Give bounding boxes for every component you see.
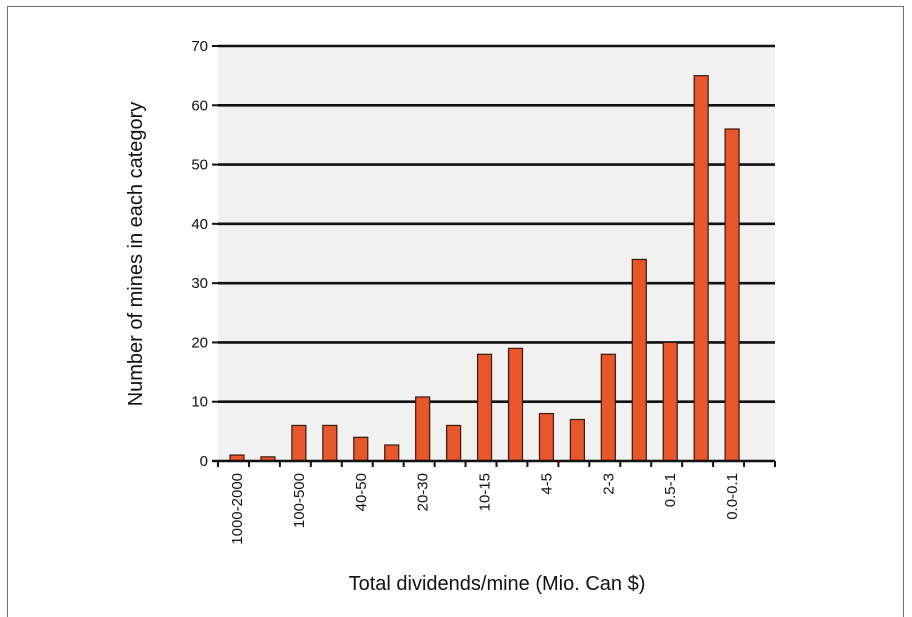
y-tick-label: 0 <box>200 453 208 470</box>
y-tick-label: 50 <box>191 157 208 174</box>
y-axis-ticks: 0 10 20 30 40 50 60 70 <box>191 38 218 470</box>
bar <box>476 353 493 462</box>
x-tick-label: 20-30 <box>415 473 432 511</box>
bar <box>384 444 400 462</box>
x-tick-label: 40-50 <box>353 473 370 511</box>
y-tick-label: 40 <box>191 216 208 233</box>
bar <box>662 341 678 462</box>
bar <box>291 424 307 462</box>
x-tick-label: 4-5 <box>538 473 555 495</box>
x-tick-label: 0.0-0.1 <box>724 473 741 520</box>
x-tick-label: 10-15 <box>477 473 494 511</box>
bar <box>415 396 431 462</box>
bar <box>446 424 462 462</box>
y-tick-label: 30 <box>191 275 208 292</box>
x-tick-label: 0.5-1 <box>662 473 679 507</box>
x-tick-label: 100-500 <box>291 473 308 528</box>
bar <box>724 128 740 462</box>
y-tick-label: 20 <box>191 334 208 351</box>
y-axis-title: Number of mines in each category <box>125 102 147 407</box>
bar <box>353 436 369 462</box>
y-tick-label: 10 <box>191 394 208 411</box>
bars <box>229 75 740 462</box>
x-tick-label: 2-3 <box>600 473 617 495</box>
plot-area <box>218 46 775 461</box>
bar <box>507 347 524 462</box>
bar <box>631 258 647 462</box>
bar <box>538 412 555 462</box>
bar <box>600 353 616 462</box>
bar <box>322 424 338 462</box>
x-axis-title: Total dividends/mine (Mio. Can $) <box>349 573 646 595</box>
y-tick-label: 60 <box>191 97 208 114</box>
bar <box>693 75 709 462</box>
x-axis-ticks: 1000-2000 100-500 40-50 20-30 10-15 4-5 2-3 0.5… <box>217 461 776 545</box>
gridlines <box>218 44 775 404</box>
y-tick-label: 70 <box>191 38 208 55</box>
x-tick-label: 1000-2000 <box>229 473 246 545</box>
bar <box>569 418 585 462</box>
